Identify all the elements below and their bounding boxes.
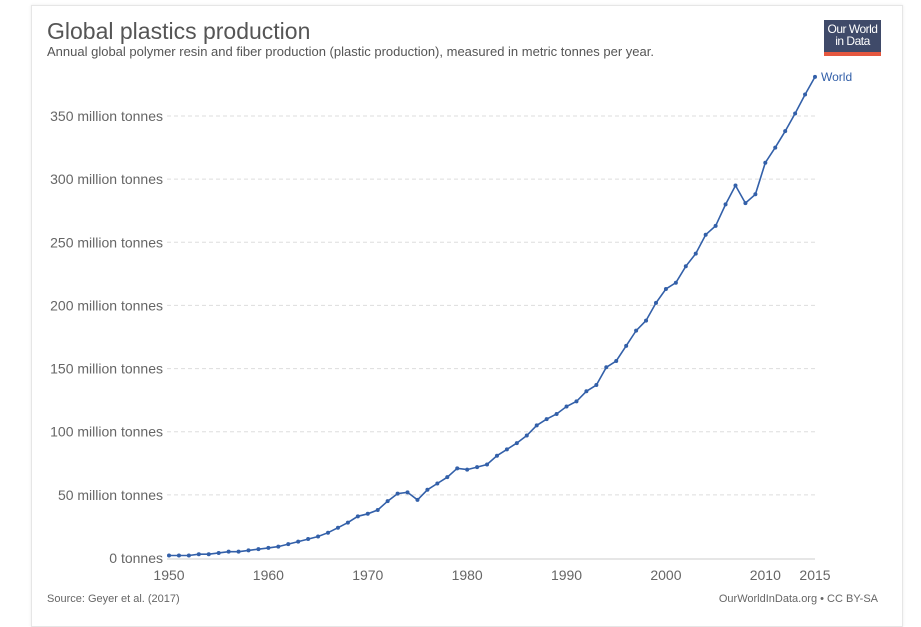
- data-point[interactable]: [246, 548, 251, 553]
- data-point[interactable]: [534, 423, 539, 428]
- data-point[interactable]: [494, 453, 499, 458]
- data-point[interactable]: [276, 544, 281, 549]
- data-point[interactable]: [186, 553, 191, 558]
- data-point[interactable]: [256, 547, 261, 552]
- data-point[interactable]: [653, 300, 658, 305]
- owid-logo[interactable]: Our World in Data: [824, 20, 881, 56]
- y-tick-label: 0 tonnes: [109, 550, 163, 566]
- data-point[interactable]: [713, 223, 718, 228]
- data-point[interactable]: [624, 343, 629, 348]
- x-tick-label: 2000: [650, 567, 681, 583]
- data-point[interactable]: [584, 389, 589, 394]
- data-point[interactable]: [673, 280, 678, 285]
- data-point[interactable]: [793, 111, 798, 116]
- data-point[interactable]: [524, 433, 529, 438]
- x-tick-label: 1990: [551, 567, 582, 583]
- y-tick-label: 100 million tonnes: [50, 424, 163, 440]
- data-point[interactable]: [266, 545, 271, 550]
- logo-line2: in Data: [835, 34, 870, 48]
- data-point[interactable]: [753, 192, 758, 197]
- data-point[interactable]: [385, 499, 390, 504]
- data-point[interactable]: [594, 382, 599, 387]
- data-point[interactable]: [604, 365, 609, 370]
- data-point[interactable]: [425, 487, 430, 492]
- data-point[interactable]: [683, 264, 688, 269]
- data-point[interactable]: [306, 537, 311, 542]
- data-point[interactable]: [335, 525, 340, 530]
- data-point[interactable]: [475, 465, 480, 470]
- data-point[interactable]: [405, 490, 410, 495]
- x-tick-label: 2015: [799, 567, 830, 583]
- source-note: Source: Geyer et al. (2017): [47, 593, 180, 605]
- data-point[interactable]: [743, 201, 748, 206]
- x-tick-label: 1980: [452, 567, 483, 583]
- data-point[interactable]: [296, 539, 301, 544]
- chart-title: Global plastics production: [47, 18, 311, 44]
- y-axis-ticks: 0 tonnes 50 million tonnes 100 million ton…: [50, 108, 163, 566]
- data-point[interactable]: [176, 553, 181, 558]
- data-point[interactable]: [395, 491, 400, 496]
- data-point[interactable]: [544, 417, 549, 422]
- y-tick-label: 150 million tonnes: [50, 361, 163, 377]
- license-link[interactable]: OurWorldInData.org • CC BY-SA: [718, 593, 878, 605]
- grid-lines: [167, 115, 815, 496]
- data-point[interactable]: [465, 467, 470, 472]
- data-point[interactable]: [773, 145, 778, 150]
- logo-accent-bar: [824, 52, 881, 56]
- series-world: World: [167, 70, 852, 558]
- data-point[interactable]: [355, 514, 360, 519]
- data-point[interactable]: [286, 542, 291, 547]
- data-point[interactable]: [564, 404, 569, 409]
- data-point[interactable]: [803, 92, 808, 97]
- data-point[interactable]: [703, 232, 708, 237]
- data-point[interactable]: [614, 358, 619, 363]
- data-point[interactable]: [783, 129, 788, 134]
- data-point[interactable]: [634, 328, 639, 333]
- x-axis-ticks: 1950 1960 1970 1980 1990 2000 2010 2015: [153, 567, 830, 583]
- data-point[interactable]: [167, 553, 171, 558]
- x-tick-label: 1950: [153, 567, 184, 583]
- series-line-world: [169, 76, 816, 557]
- data-point[interactable]: [316, 534, 321, 539]
- data-point[interactable]: [554, 412, 559, 417]
- y-tick-label: 350 million tonnes: [50, 108, 163, 124]
- data-point[interactable]: [455, 466, 460, 471]
- data-point[interactable]: [365, 511, 370, 516]
- data-point[interactable]: [375, 508, 380, 513]
- data-point[interactable]: [326, 530, 331, 535]
- x-tick-label: 2010: [750, 567, 781, 583]
- data-point[interactable]: [574, 399, 579, 404]
- data-point[interactable]: [236, 549, 241, 554]
- data-point[interactable]: [485, 462, 490, 467]
- data-point[interactable]: [196, 552, 201, 557]
- data-point[interactable]: [723, 202, 728, 207]
- data-point[interactable]: [644, 318, 649, 323]
- logo-line1: Our World: [827, 22, 878, 36]
- legend-label-world[interactable]: World: [821, 70, 852, 84]
- data-point[interactable]: [206, 552, 211, 557]
- data-point[interactable]: [514, 441, 519, 446]
- data-point[interactable]: [226, 549, 231, 554]
- data-point[interactable]: [693, 251, 698, 256]
- data-point[interactable]: [216, 550, 221, 555]
- y-tick-label: 50 million tonnes: [58, 487, 163, 503]
- y-tick-label: 200 million tonnes: [50, 297, 163, 313]
- chart-card: [31, 5, 903, 627]
- x-tick-label: 1970: [352, 567, 383, 583]
- data-point[interactable]: [445, 475, 450, 480]
- y-tick-label: 300 million tonnes: [50, 171, 163, 187]
- x-tick-label: 1960: [253, 567, 284, 583]
- data-point[interactable]: [504, 447, 509, 452]
- data-point[interactable]: [813, 74, 817, 79]
- chart-subtitle: Annual global polymer resin and fiber pr…: [47, 44, 654, 59]
- data-point[interactable]: [415, 497, 420, 502]
- data-point[interactable]: [733, 183, 738, 188]
- data-point[interactable]: [663, 287, 668, 292]
- data-point[interactable]: [345, 520, 350, 525]
- data-point[interactable]: [435, 481, 440, 486]
- y-tick-label: 250 million tonnes: [50, 234, 163, 250]
- data-point[interactable]: [763, 160, 768, 165]
